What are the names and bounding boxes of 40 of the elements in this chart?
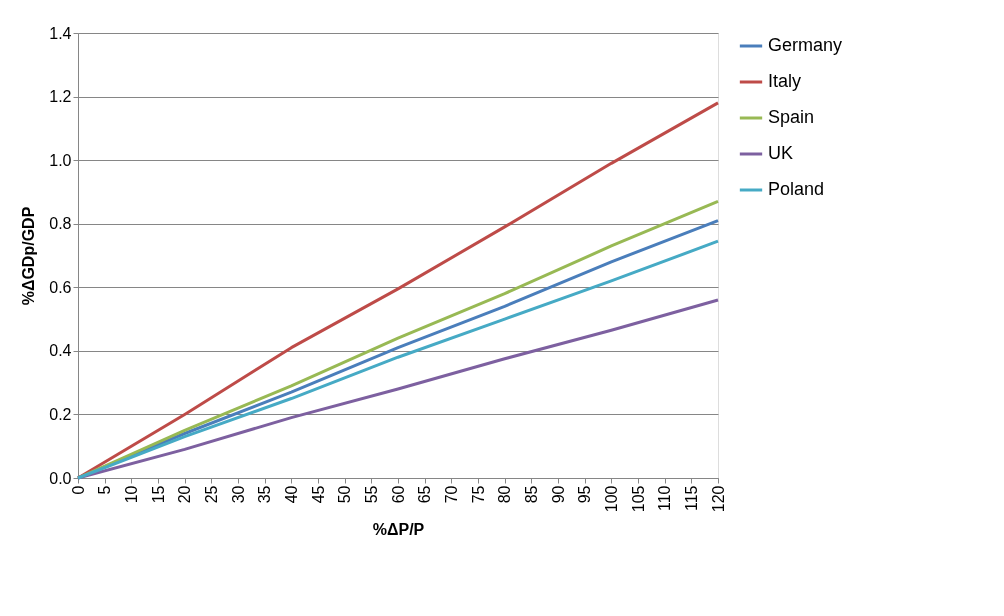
x-tick-label: 70 [442, 485, 460, 504]
x-tick-label: 40 [282, 485, 300, 504]
x-tick-label: 25 [202, 485, 220, 504]
x-tick-label: 110 [656, 485, 674, 512]
y-tick-label: 0.6 [49, 278, 72, 296]
x-tick-label: 10 [122, 485, 140, 504]
y-tick-label: 0.0 [49, 469, 72, 487]
x-tick-label: 60 [389, 485, 407, 504]
y-tick-label: 0.8 [49, 215, 72, 233]
legend-label: Italy [768, 71, 802, 91]
x-tick-label: 50 [336, 485, 354, 504]
legend-label: UK [768, 143, 794, 163]
x-tick-label: 55 [362, 485, 380, 504]
x-tick-label: 65 [416, 485, 434, 504]
x-tick-label: 90 [549, 485, 567, 504]
x-tick-label: 120 [709, 485, 727, 513]
x-tick-label: 0 [69, 485, 87, 495]
x-tick-label: 5 [96, 485, 114, 495]
y-tick-label: 1.0 [49, 151, 72, 169]
x-tick-label: 115 [682, 485, 700, 512]
x-tick-label: 35 [256, 485, 274, 504]
x-tick-label: 75 [469, 485, 487, 504]
x-tick-label: 45 [309, 485, 327, 504]
x-tick-label: 85 [522, 485, 540, 504]
x-tick-label: 100 [602, 485, 620, 513]
x-tick-label: 105 [629, 485, 647, 513]
y-tick-label: 0.4 [49, 342, 72, 360]
y-tick-label: 0.2 [49, 405, 72, 423]
x-tick-label: 80 [496, 485, 514, 504]
y-tick-label: 1.2 [49, 88, 72, 106]
x-tick-label: 30 [229, 485, 247, 504]
x-tick-label: 15 [149, 485, 167, 504]
legend-label: Spain [768, 107, 815, 127]
x-axis-title: %ΔP/P [372, 521, 425, 539]
legend-label: Poland [768, 179, 825, 199]
y-axis-title: %ΔGDp/GDP [20, 206, 38, 306]
y-tick-label: 1.4 [49, 24, 72, 42]
x-tick-label: 95 [576, 485, 594, 504]
x-tick-label: 20 [176, 485, 194, 504]
legend-label: Germany [768, 35, 843, 55]
